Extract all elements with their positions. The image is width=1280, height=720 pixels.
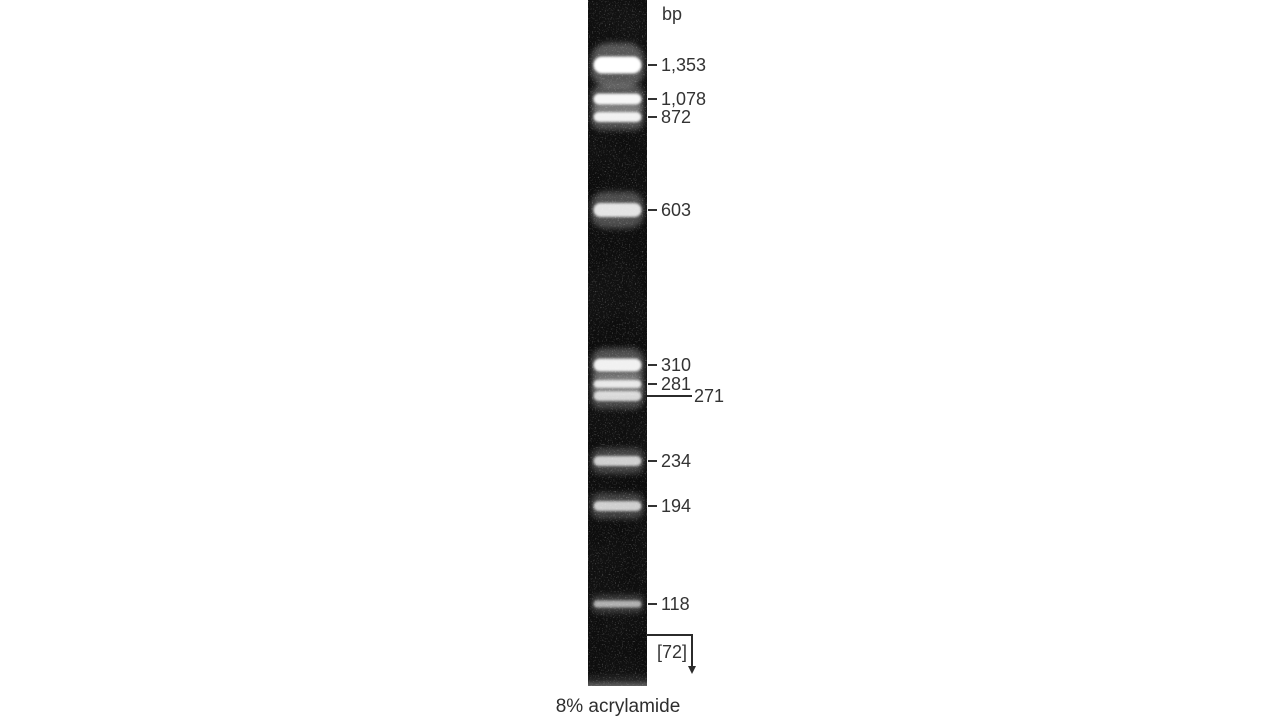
bp-unit-label: bp (662, 4, 683, 24)
band-label-1353: 1,353 (661, 55, 707, 75)
band-271 (593, 391, 642, 401)
tick-1078 (648, 98, 657, 100)
down-arrow-icon (687, 666, 696, 674)
band-118 (593, 600, 642, 608)
tick-118 (648, 603, 657, 605)
band-194 (593, 501, 642, 511)
band-label-310: 310 (661, 355, 692, 375)
band-label-281: 281 (661, 374, 692, 394)
band-1078 (593, 93, 642, 105)
lane-bottom-edge (588, 672, 647, 686)
bands-layer (591, 42, 644, 614)
band-label-271: 271 (694, 386, 725, 406)
band-label-118: 118 (661, 594, 690, 614)
gel-photo (588, 0, 647, 686)
band-label-194: 194 (661, 496, 692, 516)
gel-lane (588, 0, 647, 686)
leader-line-271 (647, 395, 692, 397)
tick-194 (648, 505, 657, 507)
gel-caption: 8% acrylamide (555, 696, 681, 717)
band-label-872: 872 (661, 107, 692, 127)
band-1353 (593, 56, 642, 74)
band-603 (593, 203, 642, 217)
band-label-234: 234 (661, 451, 692, 471)
tick-234 (648, 460, 657, 462)
band-label-603: 603 (661, 200, 692, 220)
tick-1353 (648, 64, 657, 66)
band-310 (593, 358, 642, 372)
tick-310 (648, 364, 657, 366)
arrow-vline-72 (691, 634, 693, 667)
band-872 (593, 112, 642, 122)
tick-281 (648, 383, 657, 385)
tick-603 (648, 209, 657, 211)
band-label-1078: 1,078 (661, 89, 707, 109)
arrow-hline-72 (646, 634, 693, 636)
band-label-72: [72] (657, 642, 688, 662)
tick-872 (648, 116, 657, 118)
band-234 (593, 456, 642, 466)
